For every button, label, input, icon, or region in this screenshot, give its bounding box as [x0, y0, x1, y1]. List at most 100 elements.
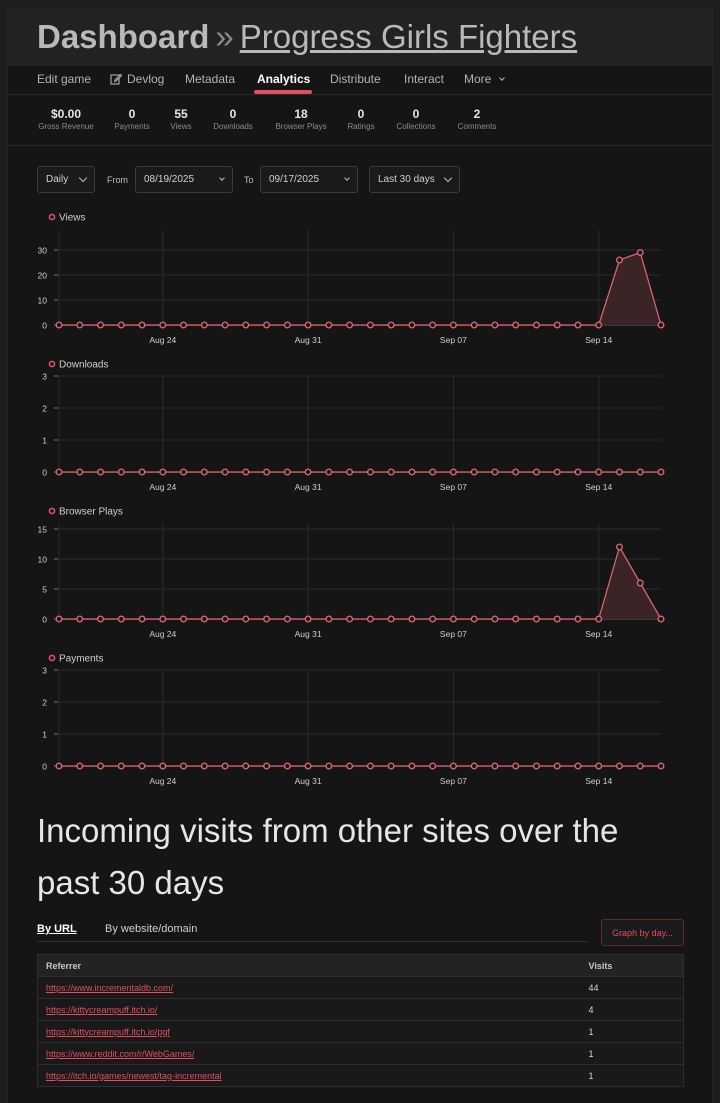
nav-devlog[interactable]: Devlog: [110, 72, 164, 86]
data-point: [159, 321, 167, 329]
data-point: [636, 579, 644, 587]
data-point: [387, 468, 395, 476]
visits-count: 4: [580, 998, 684, 1021]
data-point: [117, 321, 125, 329]
stat-payments[interactable]: 0 Payments: [114, 107, 150, 131]
game-title-link[interactable]: Progress Girls Fighters: [239, 18, 578, 55]
active-tab-indicator: [254, 90, 312, 94]
legend-marker: [48, 507, 56, 515]
nav-edit-game[interactable]: Edit game: [37, 72, 91, 86]
nav-metadata[interactable]: Metadata: [185, 72, 235, 86]
data-point: [449, 615, 457, 623]
legend-label: Downloads: [59, 360, 108, 371]
data-point: [221, 321, 229, 329]
stat-value: 2: [473, 107, 481, 121]
stat-browser-plays[interactable]: 18 Browser Plays: [275, 107, 326, 131]
data-point: [76, 762, 84, 770]
from-date-input[interactable]: 08/19/2025: [135, 166, 233, 193]
data-point: [532, 615, 540, 623]
data-point: [574, 615, 582, 623]
data-point: [180, 762, 188, 770]
data-point: [242, 762, 250, 770]
y-tick-label: 3: [42, 666, 47, 676]
data-point: [200, 615, 208, 623]
x-tick-label: Aug 24: [149, 776, 176, 786]
data-point: [595, 762, 603, 770]
data-point: [408, 321, 416, 329]
data-point: [657, 321, 665, 329]
data-point: [366, 468, 374, 476]
table-row: https://www.incrementaldb.com/44: [37, 976, 684, 999]
interval-select[interactable]: Daily: [37, 166, 95, 193]
series-area: [59, 252, 661, 325]
y-tick-label: 2: [42, 698, 47, 708]
dashboard-link[interactable]: Dashboard: [37, 18, 210, 55]
data-point: [304, 468, 312, 476]
stat-views[interactable]: 55 Views: [170, 107, 191, 131]
x-tick-label: Aug 31: [295, 335, 322, 345]
x-tick-label: Sep 14: [585, 482, 612, 492]
data-point: [470, 321, 478, 329]
data-point: [449, 321, 457, 329]
stat-ratings[interactable]: 0 Ratings: [347, 107, 374, 131]
stat-collections[interactable]: 0 Collections: [396, 107, 435, 131]
legend-label: Browser Plays: [59, 507, 123, 518]
nav-analytics[interactable]: Analytics: [257, 72, 310, 86]
referrer-link[interactable]: https://itch.io/games/newest/tag-increme…: [37, 1064, 581, 1087]
data-point: [200, 762, 208, 770]
nav-edit-game-label: Edit game: [37, 72, 92, 86]
x-tick-label: Sep 07: [440, 629, 467, 639]
to-date-input[interactable]: 09/17/2025: [260, 166, 358, 193]
data-point: [512, 615, 520, 623]
graph-by-day-button[interactable]: Graph by day...: [601, 919, 684, 946]
nav-interact-label: Interact: [404, 72, 445, 86]
stat-gross-revenue[interactable]: $0.00 Gross Revenue: [38, 107, 94, 131]
stat-comments[interactable]: 2 Comments: [458, 107, 497, 131]
nav-analytics-label: Analytics: [257, 72, 311, 86]
data-point: [325, 321, 333, 329]
data-point: [221, 615, 229, 623]
nav-distribute[interactable]: Distribute: [330, 72, 381, 86]
data-point: [200, 468, 208, 476]
visits-count: 1: [580, 1042, 684, 1065]
nav-interact[interactable]: Interact: [404, 72, 444, 86]
x-tick-label: Aug 24: [149, 335, 176, 345]
referrer-link[interactable]: https://www.incrementaldb.com/: [37, 976, 581, 999]
range-select[interactable]: Last 30 days: [369, 166, 460, 193]
from-date-value: 08/19/2025: [144, 174, 195, 185]
data-point: [242, 321, 250, 329]
data-point: [180, 468, 188, 476]
referrer-link[interactable]: https://www.reddit.com/r/WebGames/: [37, 1042, 581, 1065]
tab-by-url[interactable]: By URL: [37, 923, 77, 935]
data-point: [263, 762, 271, 770]
data-point: [97, 762, 105, 770]
data-point: [408, 615, 416, 623]
data-point: [55, 321, 63, 329]
y-tick-label: 5: [42, 585, 47, 595]
stat-downloads[interactable]: 0 Downloads: [213, 107, 253, 131]
series-line: [59, 545, 662, 620]
nav-more[interactable]: More: [464, 72, 506, 86]
page-header: Dashboard» Progress Girls Fighters: [8, 8, 714, 66]
data-point: [491, 762, 499, 770]
data-point: [263, 321, 271, 329]
data-point: [283, 321, 291, 329]
visits-count: 1: [580, 1020, 684, 1043]
data-point: [615, 256, 623, 264]
referrer-link[interactable]: https://kittycreampuff.itch.io/pgf: [37, 1020, 581, 1043]
legend-label: Views: [59, 213, 86, 224]
data-point: [636, 248, 644, 256]
data-point: [325, 762, 333, 770]
referrer-link[interactable]: https://kittycreampuff.itch.io/: [37, 998, 581, 1021]
data-point: [221, 468, 229, 476]
chart-downloads: Downloads 0 1 2 3 Aug 24 Aug 31 Sep 07 Sep 14: [42, 360, 665, 492]
data-point: [325, 468, 333, 476]
stat-label: Payments: [114, 122, 150, 131]
data-point: [283, 468, 291, 476]
breadcrumb-separator: »: [215, 18, 234, 55]
data-point: [470, 615, 478, 623]
data-point: [553, 762, 561, 770]
data-point: [366, 615, 374, 623]
tab-by-domain[interactable]: By website/domain: [105, 923, 198, 935]
